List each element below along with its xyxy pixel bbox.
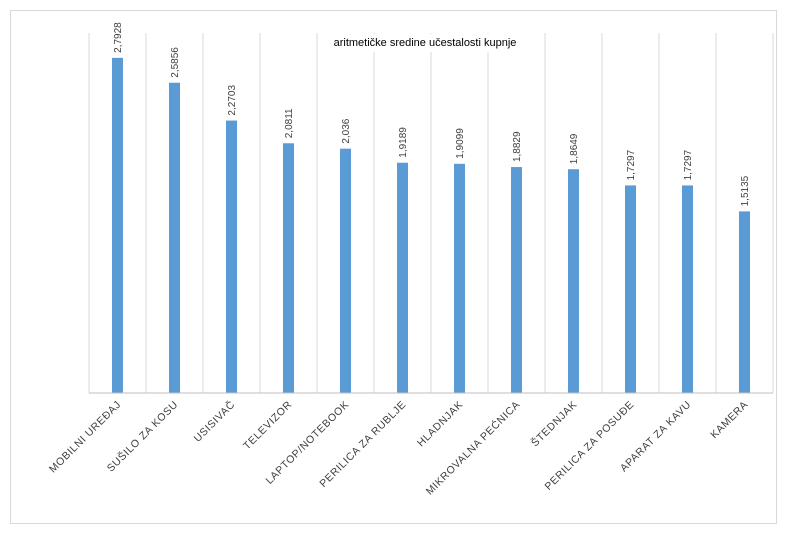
chart-title: aritmetičke sredine učestalosti kupnje: [334, 37, 517, 49]
bar: [625, 185, 636, 393]
bar-chart: 2,7928 2,5856 2,2703 2,0811 2,036 1,9189 1,909…: [11, 11, 778, 525]
chart-frame: 2,7928 2,5856 2,2703 2,0811 2,036 1,9189 1,909…: [10, 10, 777, 524]
bar: [682, 185, 693, 393]
bar: [283, 143, 294, 393]
bar: [340, 149, 351, 393]
bar: [739, 211, 750, 393]
category-label: ŠTEDNJAK: [528, 398, 579, 449]
category-label: HLADNJAK: [415, 399, 466, 450]
category-label: USISIVAČ: [191, 398, 238, 445]
value-label: 2,036: [341, 118, 352, 143]
value-label: 2,7928: [113, 22, 124, 53]
value-label: 1,7297: [626, 149, 637, 180]
category-label: KAMERA: [708, 399, 750, 441]
bar: [454, 164, 465, 393]
value-label: 1,9099: [455, 128, 466, 159]
bar: [169, 83, 180, 393]
value-label: 1,8829: [512, 131, 523, 162]
value-label: 1,8649: [569, 133, 580, 164]
value-label: 1,9189: [398, 127, 409, 158]
value-label: 2,5856: [170, 47, 181, 78]
bar: [511, 167, 522, 393]
value-label: 2,0811: [284, 108, 295, 138]
category-label: MIKROVALNA PEĆNICA: [423, 398, 523, 498]
bar: [397, 163, 408, 393]
bar: [112, 58, 123, 393]
value-label: 1,7297: [683, 149, 694, 180]
value-label: 2,2703: [227, 85, 238, 116]
bar: [568, 169, 579, 393]
category-label: TELEVIZOR: [241, 399, 295, 453]
bar: [226, 121, 237, 393]
value-label: 1,5135: [740, 175, 751, 206]
grid-lines: [89, 33, 773, 393]
